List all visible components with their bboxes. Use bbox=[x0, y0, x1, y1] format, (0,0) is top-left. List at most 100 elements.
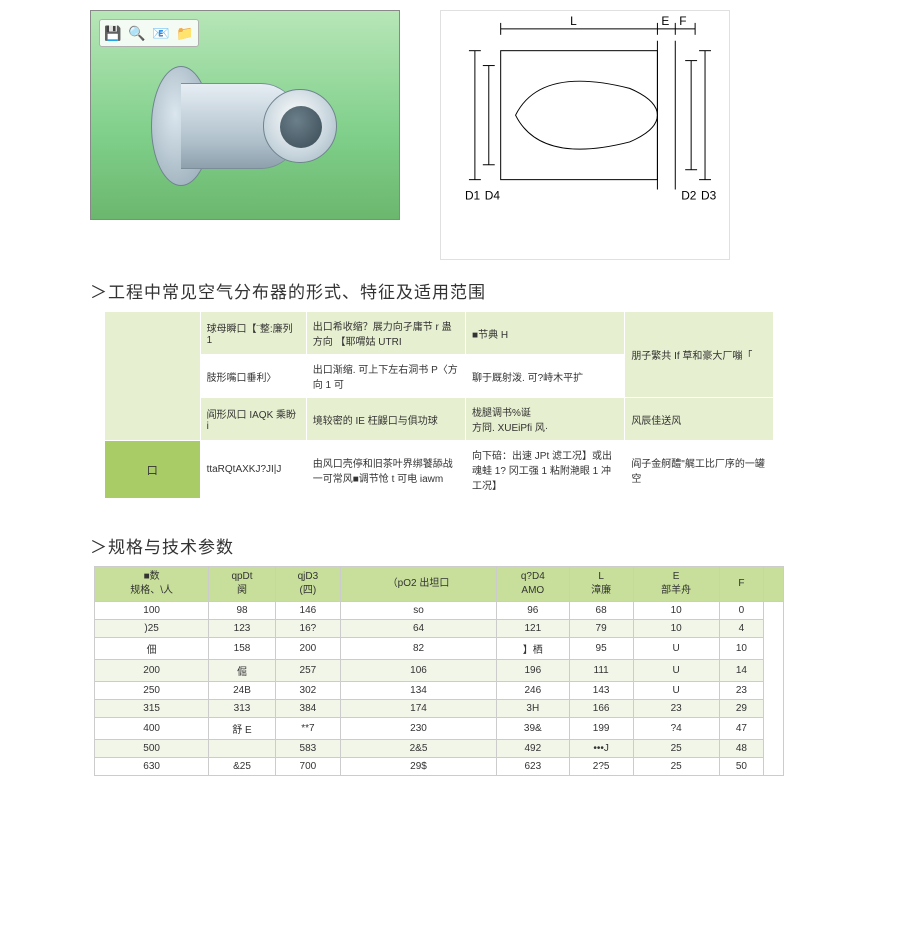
spec-cell: U bbox=[633, 682, 719, 700]
spec-cell: 257 bbox=[275, 660, 340, 682]
spec-cell: 106 bbox=[341, 660, 497, 682]
feature-cell: 由风口壳停和旧茶叶界绑饕舔战一可常风■调节怆 t 可电 iawm bbox=[306, 441, 465, 499]
spec-cell: 230 bbox=[341, 718, 497, 740]
spec-cell: 2?5 bbox=[569, 758, 633, 776]
spec-cell: U bbox=[633, 638, 719, 660]
feature-cell: 出口希收缩？展力向孑庸节 r 蛊方向 【耶喟姑 UTRI bbox=[306, 312, 465, 355]
spec-cell: 10 bbox=[633, 620, 719, 638]
folder-icon[interactable]: 📁 bbox=[175, 23, 195, 43]
spec-cell: 14 bbox=[719, 660, 763, 682]
spec-cell: 39& bbox=[497, 718, 570, 740]
feature-cell: 肢形嘴口垂利〉 bbox=[200, 355, 306, 398]
spec-cell: 10 bbox=[633, 602, 719, 620]
feature-cell: 境较密的 IE 枉鼹口与俱功球 bbox=[306, 398, 465, 441]
spec-header bbox=[764, 567, 784, 602]
spec-cell: 583 bbox=[275, 740, 340, 758]
spec-cell: **7 bbox=[275, 718, 340, 740]
spec-cell: 630 bbox=[95, 758, 209, 776]
spec-cell: 143 bbox=[569, 682, 633, 700]
spec-cell: 】栖 bbox=[497, 638, 570, 660]
spec-cell: 23 bbox=[633, 700, 719, 718]
spec-cell: 50 bbox=[719, 758, 763, 776]
spec-cell: 123 bbox=[209, 620, 275, 638]
spec-table: ■数规格、\人qpDt阕qjD3(四)（pO2 出坦口q?D4AMOL漳廉E部羊… bbox=[94, 566, 784, 776]
dim-label-F: F bbox=[679, 14, 686, 28]
spec-cell: 79 bbox=[569, 620, 633, 638]
spec-cell: 10 bbox=[719, 638, 763, 660]
spec-cell: 95 bbox=[569, 638, 633, 660]
spec-header: q?D4AMO bbox=[497, 567, 570, 602]
feature-cell: 栊腿调书%诞 方冏. XUEiPfi 风· bbox=[466, 398, 625, 441]
spec-row: 400舒 E**723039&199?447 bbox=[95, 718, 784, 740]
render-toolbar: 💾 🔍 📧 📁 bbox=[99, 19, 199, 47]
dim-label-L: L bbox=[570, 14, 577, 28]
spec-cell: 3H bbox=[497, 700, 570, 718]
spec-row: 200倔257106196111U14 bbox=[95, 660, 784, 682]
spec-cell: 佃 bbox=[95, 638, 209, 660]
spec-cell: 623 bbox=[497, 758, 570, 776]
spec-cell: 96 bbox=[497, 602, 570, 620]
spec-cell: 158 bbox=[209, 638, 275, 660]
spec-cell bbox=[209, 740, 275, 758]
spec-tail bbox=[764, 602, 784, 776]
spec-cell: 384 bbox=[275, 700, 340, 718]
nozzle-illustration bbox=[151, 61, 341, 191]
dim-label-D2: D2 bbox=[681, 188, 697, 202]
spec-cell: )25 bbox=[95, 620, 209, 638]
spec-cell: 82 bbox=[341, 638, 497, 660]
spec-cell: so bbox=[341, 602, 497, 620]
dim-label-D3: D3 bbox=[701, 188, 717, 202]
spec-row: 25024B302134246143U23 bbox=[95, 682, 784, 700]
spec-cell: 134 bbox=[341, 682, 497, 700]
spec-cell: 246 bbox=[497, 682, 570, 700]
spec-cell: •••J bbox=[569, 740, 633, 758]
spec-cell: 492 bbox=[497, 740, 570, 758]
dim-label-E: E bbox=[661, 14, 669, 28]
spec-cell: 29 bbox=[719, 700, 763, 718]
spec-cell: 315 bbox=[95, 700, 209, 718]
feature-side-label: 口 bbox=[105, 441, 201, 499]
spec-cell: 68 bbox=[569, 602, 633, 620]
feature-cell: ttaRQtAXKJ?JI|J bbox=[200, 441, 306, 499]
product-render: 💾 🔍 📧 📁 bbox=[90, 10, 400, 220]
feature-cell: 聊于厩射泼. 可?峙木平扩 bbox=[466, 355, 625, 398]
spec-row: 3153133841743H1662329 bbox=[95, 700, 784, 718]
spec-cell: 2&5 bbox=[341, 740, 497, 758]
spec-cell: 500 bbox=[95, 740, 209, 758]
feature-cell: 阎形风口 IAQK 乘盼 i bbox=[200, 398, 306, 441]
feature-cell: 球母瞬口【¨整:廉列 1 bbox=[200, 312, 306, 355]
mail-icon[interactable]: 📧 bbox=[151, 23, 171, 43]
spec-header: L漳廉 bbox=[569, 567, 633, 602]
spec-cell: 196 bbox=[497, 660, 570, 682]
spec-header: qpDt阕 bbox=[209, 567, 275, 602]
spec-row: 630&2570029$6232?52550 bbox=[95, 758, 784, 776]
spec-row: )2512316?6412179104 bbox=[95, 620, 784, 638]
spec-cell: 199 bbox=[569, 718, 633, 740]
spec-cell: 200 bbox=[275, 638, 340, 660]
section-title-features: ＞工程中常见空气分布器的形式、特征及适用范围 bbox=[90, 278, 830, 303]
spec-cell: 146 bbox=[275, 602, 340, 620]
spec-header: qjD3(四) bbox=[275, 567, 340, 602]
spec-header: （pO2 出坦口 bbox=[341, 567, 497, 602]
section-title-specs: ＞规格与技术参数 bbox=[90, 533, 830, 558]
spec-cell: 25 bbox=[633, 758, 719, 776]
spec-cell: 29$ bbox=[341, 758, 497, 776]
spec-header: E部羊舟 bbox=[633, 567, 719, 602]
dimension-diagram: L E F D1 D4 D2 D3 bbox=[440, 10, 730, 260]
spec-cell: 250 bbox=[95, 682, 209, 700]
spec-cell: U bbox=[633, 660, 719, 682]
feature-cell: 风辰佳送风 bbox=[625, 398, 774, 441]
spec-cell: 313 bbox=[209, 700, 275, 718]
spec-cell: 98 bbox=[209, 602, 275, 620]
spec-cell: 24B bbox=[209, 682, 275, 700]
zoom-icon[interactable]: 🔍 bbox=[127, 23, 147, 43]
dim-label-D4: D4 bbox=[485, 188, 501, 202]
feature-cell: 朋子繁共 If 草和豪大厂嘣「 bbox=[625, 312, 774, 398]
spec-cell: 121 bbox=[497, 620, 570, 638]
spec-cell: 400 bbox=[95, 718, 209, 740]
spec-cell: 48 bbox=[719, 740, 763, 758]
feature-cell: 向下碚：出速 JPt 滤工况】或出魂蛙 1? 冈工强 1 粘附滟眼 1 冲工况】 bbox=[466, 441, 625, 499]
save-icon[interactable]: 💾 bbox=[103, 23, 123, 43]
dim-label-D1: D1 bbox=[465, 188, 481, 202]
feature-cell: 阎子金舸醴"艉工比厂序的一罐空 bbox=[625, 441, 774, 499]
